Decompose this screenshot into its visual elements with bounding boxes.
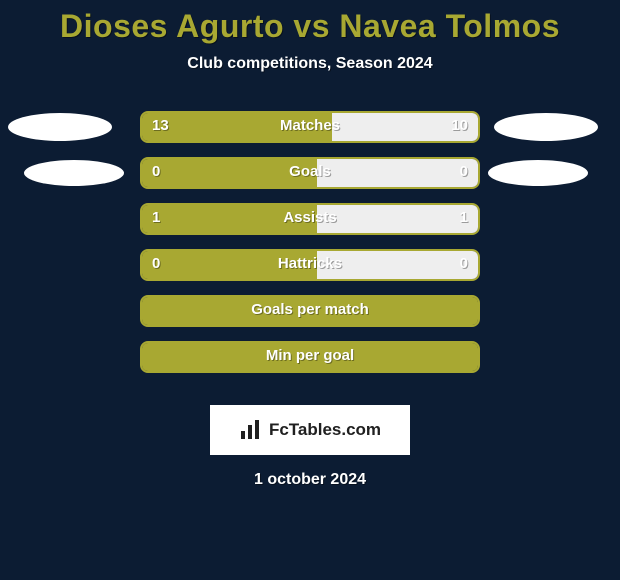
footer-date: 1 october 2024	[0, 471, 620, 489]
stat-label: Goals	[140, 157, 480, 187]
player-sprite	[8, 113, 112, 141]
brand-text: FcTables.com	[269, 420, 381, 440]
page-title: Dioses Agurto vs Navea Tolmos	[0, 0, 620, 45]
player-sprite	[494, 113, 598, 141]
bars-icon	[239, 419, 265, 441]
stat-row: Min per goal	[0, 341, 620, 373]
page-subtitle: Club competitions, Season 2024	[0, 55, 620, 73]
stat-label: Assists	[140, 203, 480, 233]
player-sprite	[24, 160, 124, 186]
stat-label: Matches	[140, 111, 480, 141]
stat-row: 11Assists	[0, 203, 620, 235]
brand-badge: FcTables.com	[210, 405, 410, 455]
player-sprite	[488, 160, 588, 186]
stat-row: Goals per match	[0, 295, 620, 327]
stat-label: Goals per match	[140, 295, 480, 325]
stat-row: 00Hattricks	[0, 249, 620, 281]
stat-label: Hattricks	[140, 249, 480, 279]
comparison-chart: 1310Matches00Goals11Assists00HattricksGo…	[0, 111, 620, 391]
stat-label: Min per goal	[140, 341, 480, 371]
